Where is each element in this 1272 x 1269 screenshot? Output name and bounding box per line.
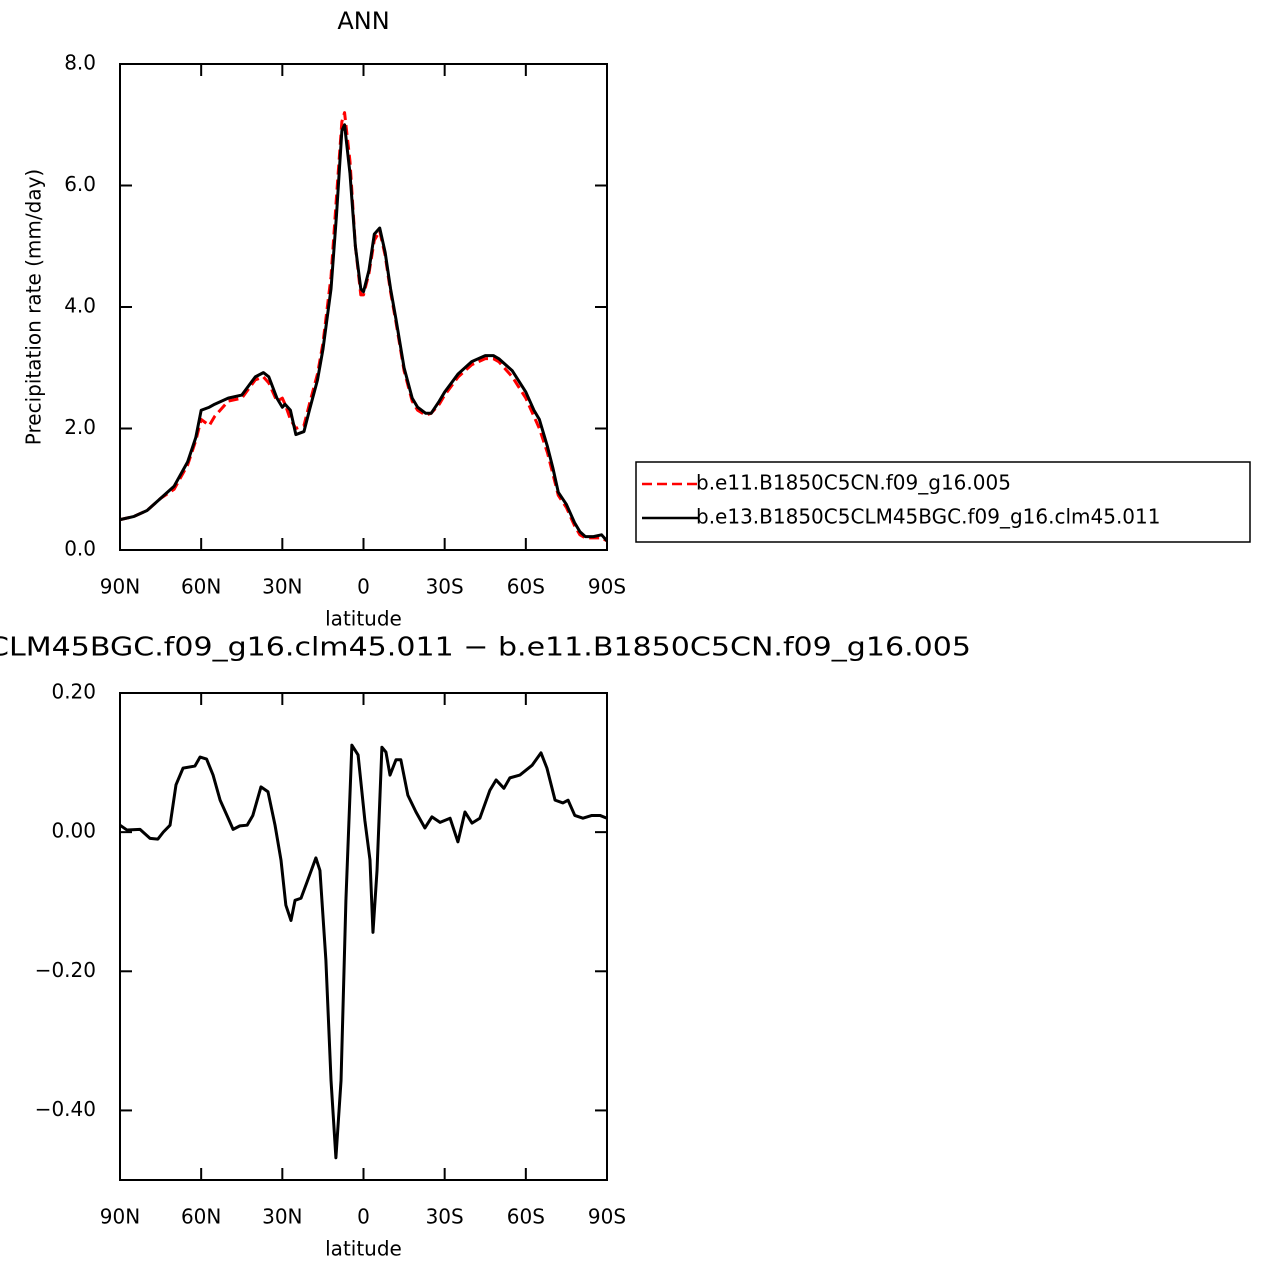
- y-tick-label: −0.20: [35, 958, 96, 982]
- x-tick-label: 90N: [100, 575, 140, 599]
- x-tick-label: 60S: [507, 1205, 545, 1229]
- legend-label: b.e13.B1850C5CLM45BGC.f09_g16.clm45.011: [696, 505, 1160, 529]
- x-tick-label: 60N: [181, 1205, 221, 1229]
- x-tick-label: 30N: [262, 575, 302, 599]
- x-tick-label: 30N: [262, 1205, 302, 1229]
- x-axis-label: latitude: [325, 1237, 402, 1261]
- x-axis-label: latitude: [325, 607, 402, 631]
- y-tick-label: 0.20: [51, 680, 96, 704]
- x-tick-label: 30S: [426, 575, 464, 599]
- plot-frame: [119, 63, 608, 551]
- y-tick-label: 2.0: [64, 415, 96, 439]
- x-tick-label: 60N: [181, 575, 221, 599]
- legend-label: b.e11.B1850C5CN.f09_g16.005: [696, 471, 1011, 495]
- data-line: [119, 111, 608, 543]
- y-axis-label: Precipitation rate (mm/day): [22, 169, 46, 445]
- x-tick-label: 90N: [100, 1205, 140, 1229]
- legend-box: [635, 461, 1251, 543]
- x-tick-label: 30S: [426, 1205, 464, 1229]
- x-tick-label: 60S: [507, 575, 545, 599]
- x-tick-label: 0: [357, 575, 370, 599]
- y-tick-label: 6.0: [64, 172, 96, 196]
- x-tick-label: 90S: [588, 575, 626, 599]
- y-tick-label: 0.00: [51, 819, 96, 843]
- data-line: [119, 123, 609, 542]
- x-tick-label: 90S: [588, 1205, 626, 1229]
- y-tick-label: 8.0: [64, 51, 96, 75]
- chart-title: ANN: [337, 7, 389, 35]
- y-tick-label: 4.0: [64, 294, 96, 318]
- chart-title: b.e13.B1850C5CLM45BGC.f09_g16.clm45.011 …: [0, 633, 971, 663]
- x-tick-label: 0: [357, 1205, 370, 1229]
- data-line: [119, 743, 608, 1160]
- y-tick-label: −0.40: [35, 1097, 96, 1121]
- y-tick-label: 0.0: [64, 537, 96, 561]
